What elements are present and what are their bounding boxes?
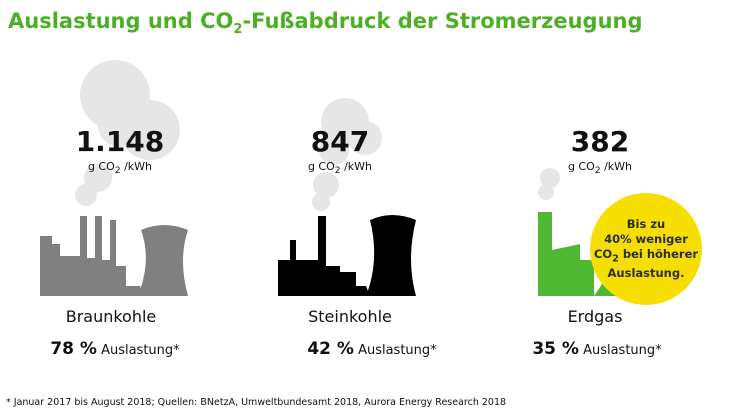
utilization-erdgas: 35 % Auslastung* (532, 339, 662, 359)
title-text: Auslastung und CO (8, 9, 234, 33)
factory-icon (40, 216, 188, 296)
plant-steinkohle: 847 g CO2 /kWh (260, 60, 480, 320)
plant-braunkohle: 1.148 g CO2 /kWh (20, 60, 240, 320)
savings-badge-text: Bis zu 40% weniger CO2 bei höherer Ausla… (593, 216, 699, 281)
value-erdgas: 382 (570, 125, 630, 158)
value-steinkohle: 847 (310, 125, 370, 158)
smoke-cloud-icon (312, 98, 382, 211)
smoke-cloud-icon (538, 168, 560, 200)
unit-erdgas: g CO2 /kWh (567, 160, 633, 177)
steinkohle-plant-icon (278, 98, 416, 296)
savings-badge: Bis zu 40% weniger CO2 bei höherer Ausla… (590, 193, 702, 305)
braunkohle-plant-icon (40, 60, 188, 296)
utilization-steinkohle: 42 % Auslastung* (307, 339, 437, 359)
factory-icon (278, 215, 416, 296)
value-braunkohle: 1.148 (75, 125, 165, 158)
label-steinkohle: Steinkohle (308, 307, 392, 326)
footnote: * Januar 2017 bis August 2018; Quellen: … (6, 397, 507, 408)
label-braunkohle: Braunkohle (65, 307, 157, 326)
unit-braunkohle: g CO2 /kWh (87, 160, 153, 177)
title-text-end: -Fußabdruck der Stromerzeugung (242, 9, 643, 33)
title-subscript: 2 (233, 22, 243, 38)
label-erdgas: Erdgas (567, 307, 623, 326)
utilization-braunkohle: 78 % Auslastung* (50, 339, 180, 359)
unit-steinkohle: g CO2 /kWh (307, 160, 373, 177)
page-title: Auslastung und CO2-Fußabdruck der Strome… (8, 6, 738, 45)
smoke-cloud-icon (75, 60, 180, 206)
